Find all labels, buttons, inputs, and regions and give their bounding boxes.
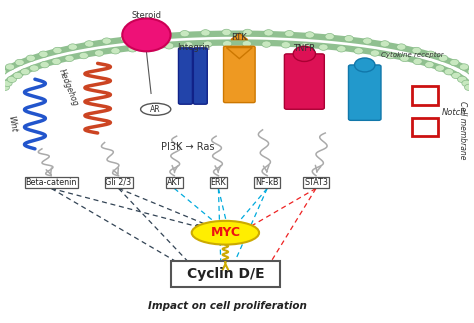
Circle shape <box>400 55 409 62</box>
Circle shape <box>65 55 74 62</box>
Text: TNFR: TNFR <box>293 44 315 53</box>
Text: Cell membrane: Cell membrane <box>458 100 467 159</box>
FancyBboxPatch shape <box>348 65 381 120</box>
Circle shape <box>444 68 454 75</box>
Circle shape <box>325 33 334 40</box>
Circle shape <box>180 30 189 37</box>
Circle shape <box>122 18 171 51</box>
Circle shape <box>462 80 471 87</box>
Circle shape <box>370 50 380 56</box>
Circle shape <box>26 55 36 61</box>
Circle shape <box>459 64 469 70</box>
Ellipse shape <box>191 221 259 245</box>
Circle shape <box>13 72 22 78</box>
Circle shape <box>293 46 316 61</box>
Text: PI3K → Ras: PI3K → Ras <box>162 142 215 152</box>
Circle shape <box>262 41 271 47</box>
Circle shape <box>94 50 104 56</box>
Circle shape <box>425 61 434 68</box>
FancyBboxPatch shape <box>284 54 324 109</box>
Circle shape <box>79 52 88 59</box>
Circle shape <box>140 33 149 40</box>
Text: ERK: ERK <box>210 178 226 187</box>
Circle shape <box>164 43 174 49</box>
Circle shape <box>201 30 210 36</box>
Circle shape <box>264 30 273 36</box>
Circle shape <box>0 84 9 90</box>
Circle shape <box>300 43 310 49</box>
Circle shape <box>344 36 354 42</box>
Circle shape <box>450 59 459 66</box>
Circle shape <box>438 55 448 61</box>
Circle shape <box>128 46 137 52</box>
Text: Beta-catenin: Beta-catenin <box>26 178 77 187</box>
Circle shape <box>68 44 77 50</box>
Circle shape <box>160 32 169 38</box>
Text: Steroid: Steroid <box>131 11 162 20</box>
Circle shape <box>413 58 422 65</box>
FancyBboxPatch shape <box>171 261 280 287</box>
Text: Impact on cell proliferation: Impact on cell proliferation <box>148 300 307 310</box>
FancyBboxPatch shape <box>224 46 255 103</box>
Circle shape <box>243 29 252 36</box>
Text: Notch: Notch <box>441 108 466 117</box>
Circle shape <box>183 42 193 48</box>
Text: Cytokine receptor: Cytokine receptor <box>381 52 444 58</box>
Text: MYC: MYC <box>210 226 240 239</box>
Circle shape <box>222 41 232 47</box>
Circle shape <box>111 47 120 54</box>
Circle shape <box>412 47 421 54</box>
Circle shape <box>380 41 390 47</box>
Text: Cyclin D/E: Cyclin D/E <box>187 267 264 281</box>
Circle shape <box>102 38 111 44</box>
Circle shape <box>426 51 435 57</box>
Text: AKT: AKT <box>167 178 182 187</box>
Text: Integrin: Integrin <box>177 43 210 52</box>
Circle shape <box>120 36 130 42</box>
Circle shape <box>386 52 395 59</box>
FancyBboxPatch shape <box>193 48 207 104</box>
Circle shape <box>452 72 461 78</box>
Circle shape <box>354 47 363 54</box>
Circle shape <box>305 32 314 38</box>
Text: Wnt: Wnt <box>6 114 18 132</box>
Circle shape <box>397 44 406 50</box>
Circle shape <box>363 38 372 44</box>
Circle shape <box>285 30 294 37</box>
Circle shape <box>20 68 30 75</box>
Circle shape <box>29 65 39 71</box>
Text: NF-kB: NF-kB <box>255 178 279 187</box>
Circle shape <box>457 76 467 82</box>
Text: AR: AR <box>150 105 161 114</box>
Text: Gli 2/3: Gli 2/3 <box>106 178 132 187</box>
Circle shape <box>242 41 252 47</box>
Polygon shape <box>226 47 252 59</box>
Circle shape <box>53 47 62 54</box>
Circle shape <box>40 61 49 68</box>
Circle shape <box>146 44 155 50</box>
Text: Hedgehog: Hedgehog <box>57 67 81 107</box>
Polygon shape <box>231 33 248 40</box>
Circle shape <box>467 68 474 75</box>
FancyBboxPatch shape <box>179 48 192 104</box>
Circle shape <box>319 44 328 50</box>
Circle shape <box>281 42 291 48</box>
Circle shape <box>15 59 24 66</box>
Circle shape <box>3 80 12 87</box>
Circle shape <box>52 58 61 65</box>
Circle shape <box>0 68 7 75</box>
Ellipse shape <box>141 103 171 115</box>
Circle shape <box>84 41 94 47</box>
Circle shape <box>355 58 375 72</box>
Circle shape <box>39 51 48 57</box>
Circle shape <box>5 64 15 70</box>
Circle shape <box>7 76 17 82</box>
Circle shape <box>337 46 346 52</box>
Text: STAT3: STAT3 <box>304 178 328 187</box>
Circle shape <box>203 41 212 47</box>
Circle shape <box>465 84 474 90</box>
Text: RTK: RTK <box>231 33 247 42</box>
Circle shape <box>435 65 445 71</box>
Circle shape <box>222 29 231 36</box>
